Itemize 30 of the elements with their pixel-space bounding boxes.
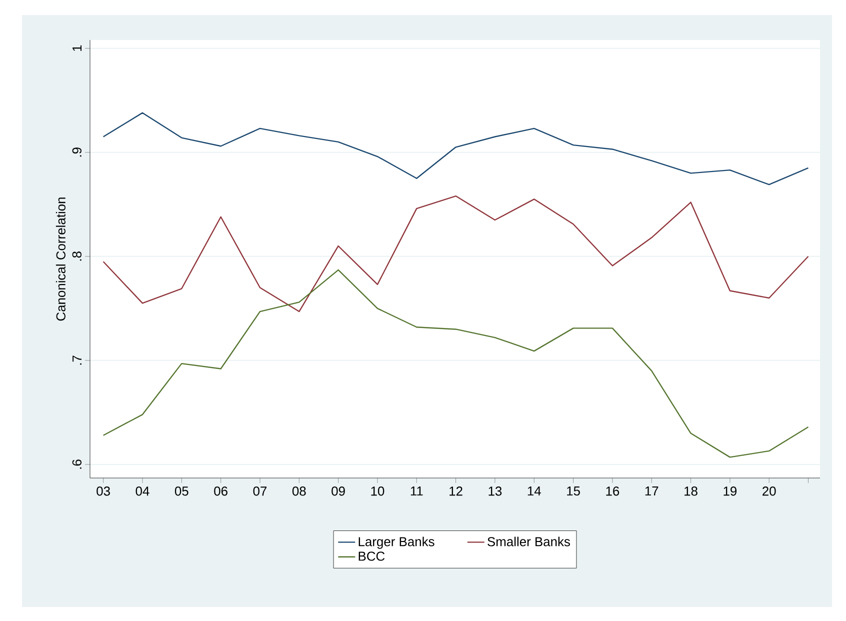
legend-label: Smaller Banks xyxy=(488,536,570,546)
line-series xyxy=(102,195,809,312)
legend-label: Larger Banks xyxy=(358,536,434,549)
x-tick-label: 05 xyxy=(174,486,188,496)
x-tick-label: 20 xyxy=(762,486,776,496)
y-tick-label: 1 xyxy=(72,45,82,51)
y-tick-label: .7 xyxy=(72,356,82,365)
line-series xyxy=(102,112,809,186)
x-tick-label: 13 xyxy=(488,486,502,496)
x-tick-label: 16 xyxy=(606,486,620,496)
line-series xyxy=(102,269,809,458)
x-tick-label: 14 xyxy=(528,486,541,496)
x-tick-label: 09 xyxy=(332,486,345,496)
x-tick-label: 08 xyxy=(292,486,306,496)
x-tick-label: 10 xyxy=(371,486,384,496)
x-tick-label: 15 xyxy=(567,486,580,496)
y-tick-label: .9 xyxy=(72,148,82,157)
x-tick-label: 04 xyxy=(136,486,150,496)
x-tick-label: 11 xyxy=(410,486,423,496)
legend-label: BCC xyxy=(358,552,385,561)
x-tick-label: 12 xyxy=(450,486,462,496)
x-tick-label: 17 xyxy=(645,486,658,496)
y-tick-label: .6 xyxy=(72,460,82,469)
x-tick-label: 06 xyxy=(214,486,228,496)
x-tick-label: 18 xyxy=(684,486,698,496)
y-tick-label: .8 xyxy=(72,252,82,261)
x-tick-label: 19 xyxy=(724,486,737,496)
x-tick-label: 03 xyxy=(96,486,110,496)
y-axis-title: Canonical Correlation xyxy=(56,198,66,321)
x-tick-label: 07 xyxy=(253,486,267,496)
